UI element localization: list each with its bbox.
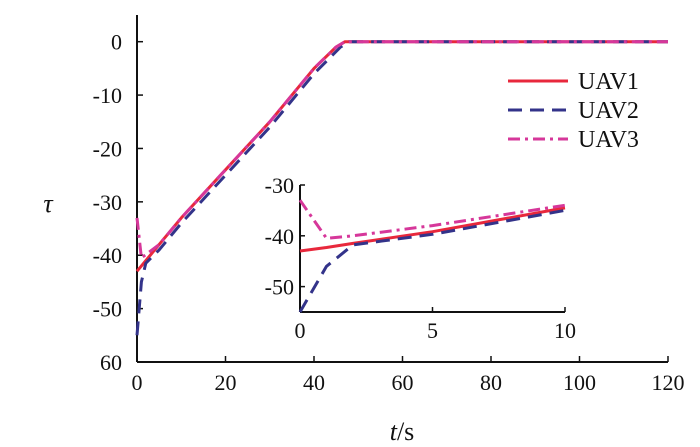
x-axis-label: t/s (390, 417, 415, 446)
x-axis-label-variable: t (390, 417, 398, 446)
x-tick-label: 40 (303, 370, 325, 395)
inset-x-tick-label: 0 (295, 318, 306, 343)
inset-background (300, 185, 565, 312)
x-tick-label: 20 (215, 370, 237, 395)
y-tick-label: 60 (100, 350, 122, 375)
y-tick-label: -20 (93, 136, 122, 161)
inset-series-line-uav1 (299, 206, 566, 253)
inset-y-tick-label: -40 (265, 224, 294, 249)
x-tick-label: 0 (132, 370, 143, 395)
series-line-uav2 (135, 40, 668, 336)
x-axis-label-unit: /s (397, 417, 414, 446)
legend-label-uav2: UAV2 (578, 98, 639, 124)
y-tick-label: -40 (93, 243, 122, 268)
series-line-uav3 (135, 40, 668, 260)
legend-label-uav3: UAV3 (578, 127, 639, 153)
y-tick-label: -10 (93, 83, 122, 108)
inset-x-tick-label: 5 (427, 318, 438, 343)
inset-y-tick-label: -50 (265, 275, 294, 300)
y-tick-label: -30 (93, 190, 122, 215)
y-axis-label: τ (43, 189, 54, 218)
legend: UAV1 UAV2 UAV3 (508, 69, 639, 153)
inset-series-line-uav3 (298, 199, 566, 240)
inset-x-tick-label: 10 (554, 318, 576, 343)
inset-series-line-uav2 (298, 208, 566, 313)
x-tick-label: 100 (563, 370, 596, 395)
x-tick-label: 80 (480, 370, 502, 395)
legend-label-uav1: UAV1 (578, 69, 639, 95)
x-tick-label: 120 (652, 370, 685, 395)
inset-plot: 0 5 10 -30 -40 -50 (265, 173, 576, 343)
x-tick-label: 60 (392, 370, 414, 395)
y-tick-label: -50 (93, 297, 122, 322)
inset-y-tick-label: -30 (265, 173, 294, 198)
y-tick-label: 0 (111, 30, 122, 55)
